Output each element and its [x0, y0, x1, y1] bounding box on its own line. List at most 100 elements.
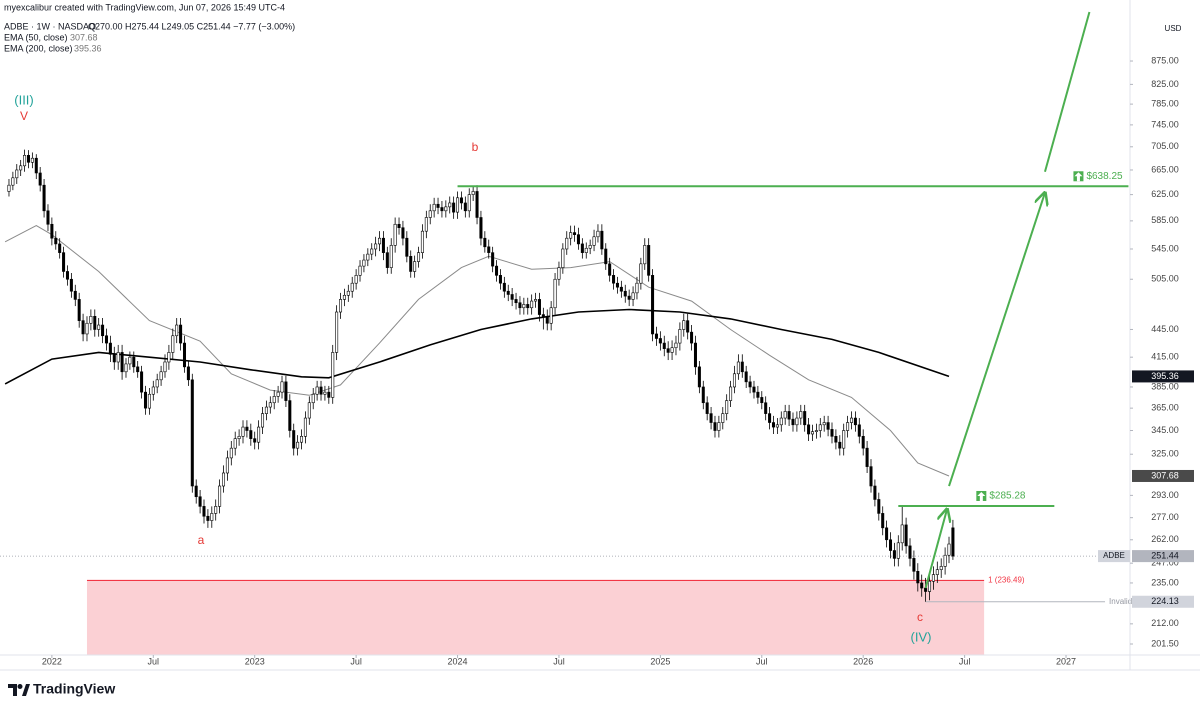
y-tick-label: 505.00	[1151, 274, 1179, 284]
projection-line	[1044, 11, 1091, 173]
candle-body	[658, 338, 662, 344]
candle-body	[935, 569, 939, 575]
candle-body	[342, 294, 346, 300]
candle-body	[643, 245, 647, 265]
candle-body	[666, 348, 670, 353]
candle-body	[877, 499, 881, 514]
candle-body	[514, 299, 518, 304]
candle-body	[674, 342, 678, 349]
candle-body	[436, 203, 440, 208]
x-tick-label: Jul	[959, 656, 971, 666]
candle-body	[639, 263, 643, 284]
candle-body	[112, 354, 116, 363]
candle-body	[943, 554, 947, 567]
candle-body	[803, 411, 807, 426]
candle-body	[101, 324, 105, 337]
candle-body	[214, 506, 218, 514]
candle-body	[124, 363, 128, 373]
candle-body	[120, 352, 124, 373]
candle-body	[261, 413, 265, 428]
candle-body	[479, 217, 483, 239]
candle-body	[26, 155, 30, 163]
candle-body	[580, 243, 584, 253]
candle-body	[143, 391, 148, 409]
candle-body	[108, 342, 112, 355]
candle-body	[709, 413, 713, 423]
candle-body	[553, 278, 557, 309]
candle-body	[651, 275, 655, 335]
candle-body	[370, 248, 374, 255]
y-tick-label: 585.00	[1151, 215, 1179, 225]
candle-body	[900, 524, 904, 544]
candle-body	[686, 320, 690, 333]
candle-body	[576, 234, 580, 245]
candle-body	[147, 393, 151, 409]
candle-body	[311, 393, 315, 404]
candle-body	[30, 157, 34, 163]
candle-body	[42, 184, 46, 212]
candle-body	[19, 165, 23, 171]
y-tick-label: 201.50	[1151, 638, 1179, 648]
invalidation-tag	[1132, 595, 1194, 608]
candle-body	[928, 580, 932, 592]
candle-body	[300, 436, 304, 443]
ema-line	[4, 225, 950, 477]
ema-line	[4, 308, 950, 385]
candle-body	[510, 294, 514, 300]
candle-body	[73, 290, 77, 300]
candle-body	[951, 527, 955, 557]
candle-body	[842, 430, 846, 449]
candle-body	[245, 426, 249, 431]
wave-label: a	[198, 533, 205, 547]
currency: USD	[1165, 24, 1182, 33]
wave-label: c	[917, 610, 923, 624]
candle-body	[307, 402, 311, 419]
candle-body	[405, 237, 409, 257]
candle-body	[861, 436, 865, 449]
logo-icon	[22, 684, 30, 696]
candle-body	[128, 356, 132, 365]
candle-body	[140, 371, 144, 393]
candle-body	[15, 169, 19, 179]
plot: 1 (236.49) Invalidation $638.25 $285.28 (III…	[0, 11, 1150, 655]
candle-body	[229, 447, 233, 459]
candle-body	[701, 386, 705, 404]
candle-body	[190, 379, 194, 487]
brand: TradingView	[33, 681, 115, 697]
candle-body	[456, 197, 460, 213]
candle-body	[339, 299, 343, 313]
candle-body	[873, 485, 877, 500]
wave-label: (IV)	[911, 629, 932, 644]
ohlc: O270.00 H275.44 L249.05 C251.44 −7.77 (−…	[88, 21, 295, 31]
candle-body	[276, 391, 280, 397]
legend-value: 395.36	[74, 43, 102, 53]
y-tick-label: 415.00	[1151, 352, 1179, 362]
candle-body	[249, 430, 253, 439]
candle-body	[534, 299, 538, 302]
candle-body	[495, 265, 499, 276]
candle-body	[713, 422, 717, 431]
candle-body	[729, 386, 733, 401]
x-tick-label: Jul	[553, 656, 565, 666]
symbol-tag-label: ADBE	[1103, 551, 1125, 560]
y-tick-label: 705.00	[1151, 141, 1179, 151]
y-tick-label: 445.00	[1151, 324, 1179, 334]
candle-body	[612, 275, 616, 284]
candle-body	[268, 402, 272, 408]
logo-icon	[8, 684, 17, 696]
candle-body	[865, 447, 869, 467]
candle-body	[155, 379, 159, 388]
candle-body	[916, 571, 920, 584]
candle-body	[288, 400, 292, 431]
candle-body	[7, 184, 11, 192]
candle-body	[257, 426, 261, 443]
candle-body	[272, 396, 276, 404]
candle-body	[888, 539, 893, 551]
candle-body	[358, 265, 362, 276]
candle-body	[65, 271, 69, 280]
candle-body	[23, 155, 27, 167]
candle-body	[327, 391, 331, 398]
ema-tag-label: 307.68	[1151, 470, 1179, 480]
candle-body	[292, 430, 296, 449]
